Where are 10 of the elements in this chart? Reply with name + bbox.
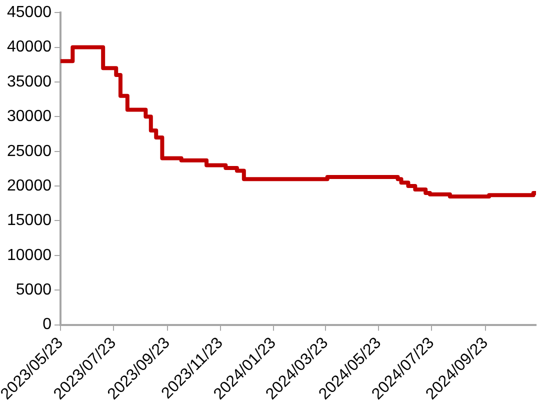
y-tick-label: 45000 bbox=[6, 4, 52, 22]
y-tick-label: 15000 bbox=[6, 212, 52, 230]
y-tick-label: 30000 bbox=[6, 108, 52, 126]
y-tick-label: 5000 bbox=[16, 282, 52, 299]
y-tick-label: 40000 bbox=[6, 38, 52, 56]
y-tick-label: 10000 bbox=[6, 246, 52, 264]
y-tick-label: 20000 bbox=[6, 177, 52, 194]
y-tick-label: 25000 bbox=[6, 142, 52, 160]
y-tick-label: 0 bbox=[42, 316, 52, 334]
y-tick-label: 35000 bbox=[6, 73, 52, 90]
